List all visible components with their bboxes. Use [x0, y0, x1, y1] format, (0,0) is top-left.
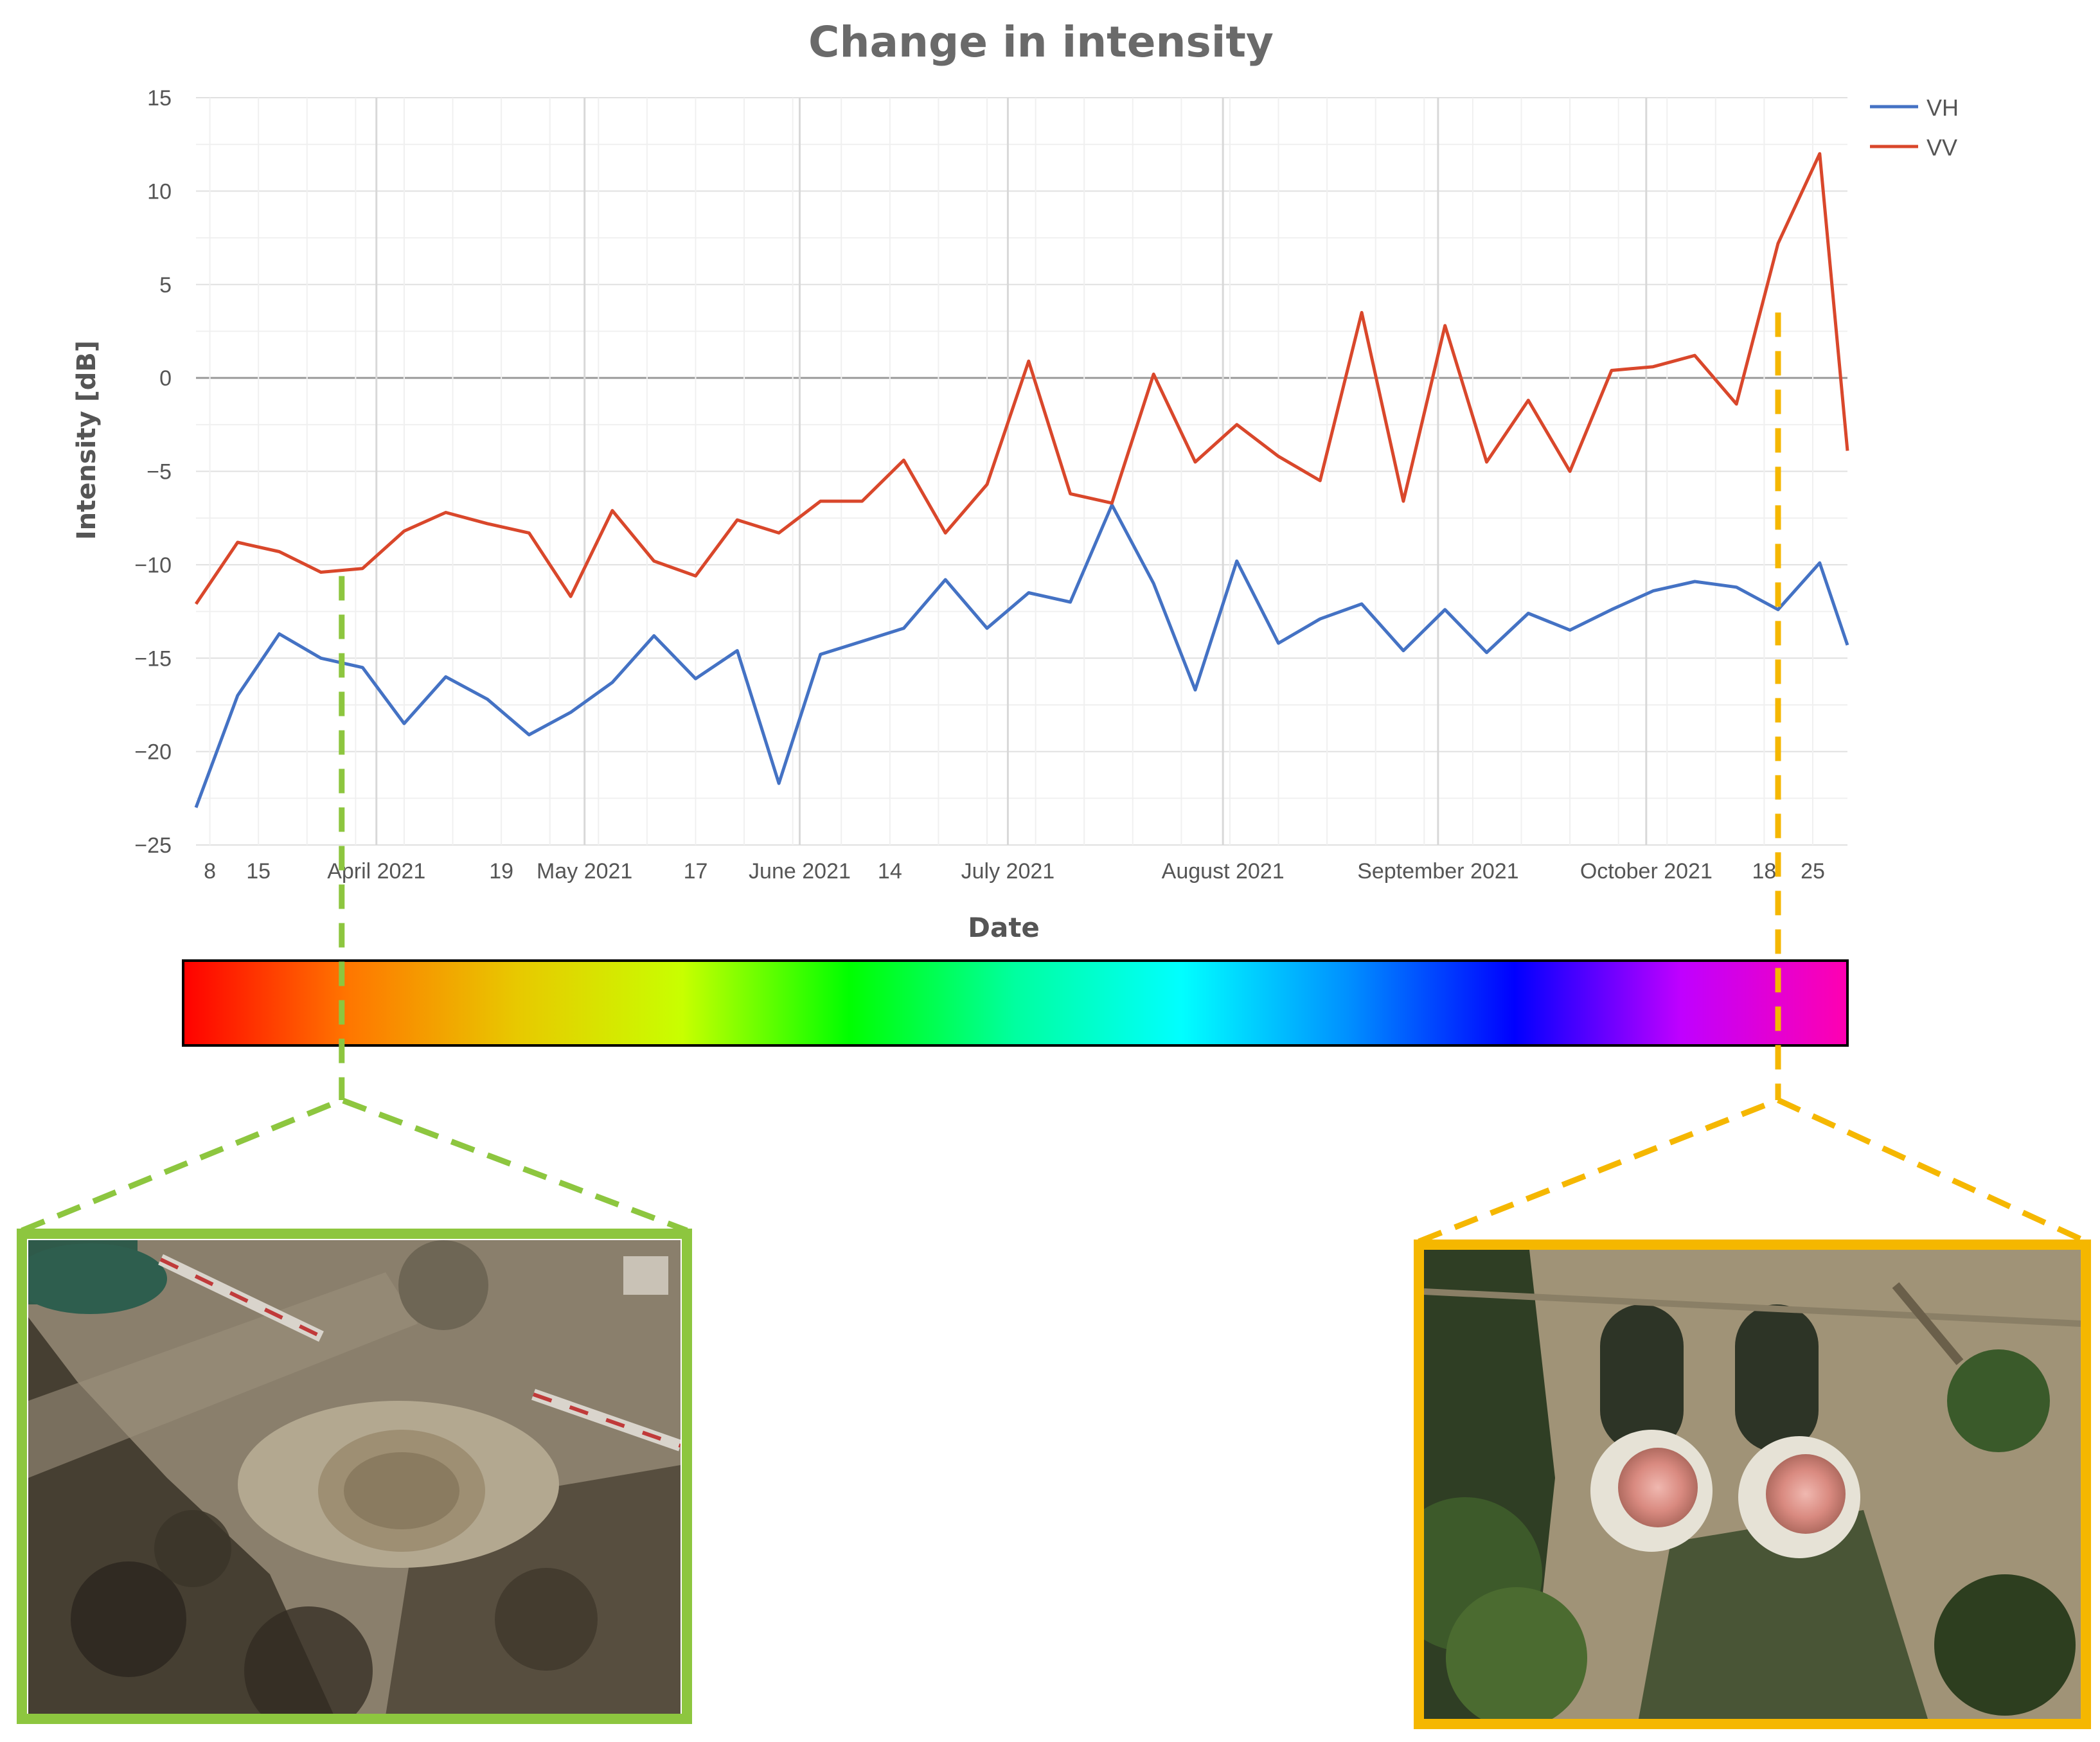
plot-grid [196, 97, 1847, 846]
legend-label-vh: VH [1926, 94, 1959, 121]
chart-title: Change in intensity [808, 17, 1274, 67]
y-tick-label: −5 [147, 460, 172, 484]
x-tick-label: 14 [878, 859, 902, 884]
x-axis-label: Date [968, 912, 1040, 943]
x-tick-label: 19 [489, 859, 513, 884]
x-tick-label: September 2021 [1357, 859, 1518, 884]
y-tick-label: 10 [147, 179, 172, 204]
series-group [194, 152, 1849, 808]
x-tick-label: June 2021 [749, 859, 851, 884]
x-tick-label: August 2021 [1162, 859, 1285, 884]
y-axis-label: Intensity [dB] [72, 341, 102, 540]
x-tick-label: 15 [246, 859, 271, 884]
y-tick-label: 15 [147, 86, 172, 111]
y-tick-label: −20 [134, 740, 172, 765]
march-satellite-image [17, 1229, 692, 1724]
x-tick-label: 25 [1801, 859, 1825, 884]
y-tick-label: −15 [134, 646, 172, 671]
time-colorbar [182, 959, 1849, 1047]
y-tick-label: 5 [159, 273, 172, 298]
x-tick-label: 18 [1752, 859, 1777, 884]
zoom-callout [1418, 1097, 2087, 1245]
y-tick-label: −10 [134, 553, 172, 578]
x-tick-label: 17 [684, 859, 708, 884]
marker-group [21, 312, 2087, 1245]
legend: VH VV [1870, 94, 1959, 161]
y-tick-labels: 15 10 5 0 −5 −10 −15 −20 −25 [134, 86, 172, 858]
x-tick-labels: 8 15 April 2021 19 May 2021 17 June 2021 14 July… [204, 859, 1825, 884]
x-tick-label: October 2021 [1580, 859, 1713, 884]
legend-label-vv: VV [1926, 134, 1957, 161]
y-tick-label: 0 [159, 366, 172, 391]
y-tick-label: −25 [134, 833, 172, 858]
zoom-callout [21, 1097, 688, 1234]
x-tick-label: May 2021 [537, 859, 632, 884]
x-tick-label: 8 [204, 859, 216, 884]
x-tick-label: July 2021 [961, 859, 1055, 884]
series-line-vv [194, 152, 1849, 605]
october-satellite-image [1414, 1240, 2091, 1729]
series-line-vh [194, 503, 1849, 808]
